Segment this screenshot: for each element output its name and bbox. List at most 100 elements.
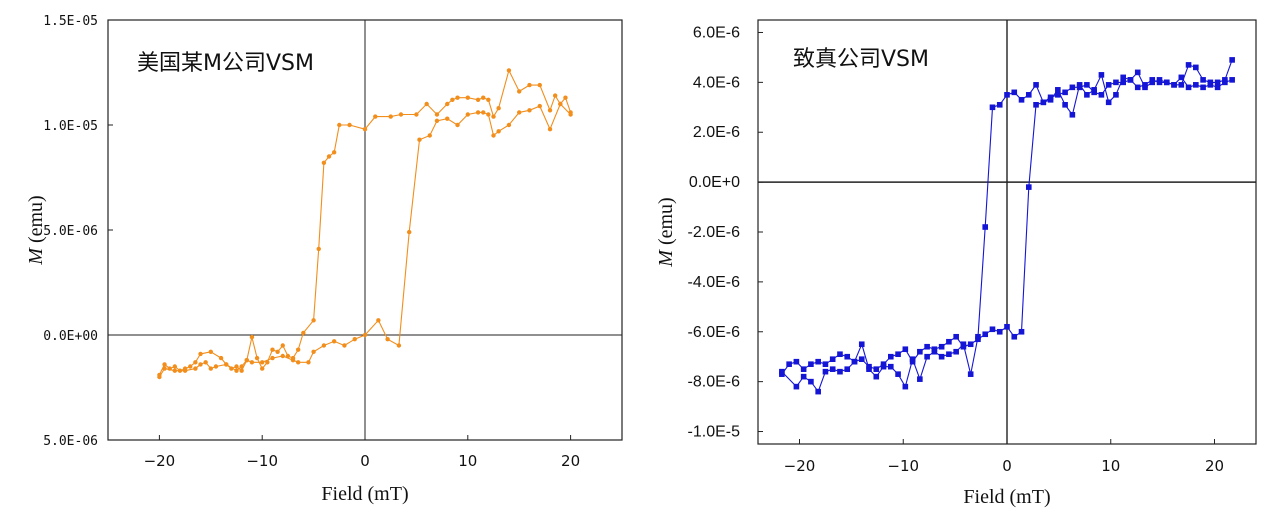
data-point (953, 333, 959, 340)
data-point (800, 373, 807, 380)
data-point (953, 348, 959, 355)
data-point (946, 351, 952, 358)
y-tick-label: -1.0E-5 (688, 424, 741, 441)
data-point (234, 368, 239, 373)
data-point (858, 341, 865, 348)
data-point (445, 116, 450, 121)
data-point (902, 383, 909, 390)
data-point (982, 224, 989, 230)
data-point (398, 112, 404, 117)
data-point (290, 358, 296, 363)
data-point (311, 349, 316, 354)
data-point (506, 122, 512, 128)
data-point (537, 82, 542, 88)
y-tick-label: -4.0E-6 (688, 274, 741, 291)
data-point (481, 110, 486, 115)
data-point (1120, 74, 1126, 81)
y-tick-label: 1.0E-05 (43, 119, 98, 134)
data-point (844, 366, 851, 372)
data-point (537, 103, 542, 109)
data-point (1004, 323, 1010, 330)
data-point (157, 374, 162, 380)
data-point (362, 127, 368, 132)
data-point (938, 353, 945, 360)
data-point (938, 343, 945, 350)
data-point (491, 133, 496, 138)
data-point (208, 349, 213, 354)
y-axis-label-symbol: M (25, 247, 47, 266)
data-point (931, 348, 938, 355)
data-point (347, 122, 352, 128)
data-point (527, 108, 532, 113)
data-point (880, 363, 887, 370)
data-point (1025, 184, 1032, 190)
data-point (895, 351, 901, 358)
data-point (563, 95, 568, 100)
data-point (203, 360, 208, 365)
data-point (162, 366, 167, 371)
data-point (434, 112, 440, 117)
data-point (1069, 84, 1076, 91)
data-point (1018, 97, 1025, 103)
data-point (188, 364, 193, 369)
data-point (260, 360, 265, 365)
data-point (234, 364, 239, 369)
data-point (475, 110, 481, 115)
data-point (996, 328, 1003, 335)
data-point (218, 355, 224, 361)
data-point (1025, 92, 1032, 98)
data-point (1200, 84, 1206, 91)
data-point (193, 366, 198, 371)
y-axis-label: M (emu) (25, 195, 47, 265)
data-point (837, 368, 843, 375)
data-point (491, 114, 496, 119)
data-point (815, 388, 821, 395)
data-point (822, 368, 829, 375)
y-tick-label: -6.0E-6 (688, 324, 741, 341)
data-point (989, 104, 996, 111)
data-point (321, 343, 327, 348)
left-chart-panel: −20 −10 0 10 20 5.0E-06 0.0E+00 5.0E-06 1.0E-05 1… (25, 14, 623, 505)
data-point (568, 112, 573, 117)
y-axis-label-unit: (emu) (655, 197, 677, 250)
data-point (808, 378, 814, 385)
y-tick-label: 6.0E-6 (693, 24, 740, 41)
data-point (888, 363, 894, 370)
data-point (1084, 92, 1090, 98)
y-axis-label-unit: (emu) (25, 195, 47, 248)
data-point (1214, 79, 1221, 86)
data-point (982, 331, 989, 338)
right-chart-panel: −20 −10 0 10 20 6.0E-6 4.0E-6 2.0E-6 0.0E+0 -2.0E… (655, 19, 1257, 508)
data-point (902, 346, 909, 353)
data-point (260, 366, 265, 371)
data-point (376, 318, 381, 323)
data-point (829, 366, 836, 372)
data-point (434, 118, 440, 124)
data-point (239, 364, 244, 369)
data-point (424, 101, 429, 107)
data-point (1011, 89, 1018, 96)
data-point (414, 112, 419, 117)
data-point (280, 353, 285, 359)
data-point (326, 154, 332, 159)
x-tick-label: −20 (784, 457, 816, 475)
data-point (1163, 79, 1170, 86)
data-point (844, 353, 851, 360)
data-point (475, 97, 481, 103)
data-point (486, 97, 491, 103)
data-point (427, 133, 432, 138)
data-point (465, 95, 470, 100)
data-point (316, 246, 321, 252)
data-point (547, 127, 553, 132)
data-point (1185, 84, 1192, 91)
data-point (1142, 84, 1148, 91)
data-point (182, 368, 188, 373)
y-axis-label: M (emu) (655, 197, 677, 267)
data-point (946, 338, 952, 345)
y-tick-label: 2.0E-6 (693, 124, 740, 141)
data-point (193, 360, 198, 365)
data-point (162, 362, 167, 367)
data-point (1193, 82, 1199, 88)
data-point (1091, 87, 1097, 93)
data-point (506, 68, 512, 73)
